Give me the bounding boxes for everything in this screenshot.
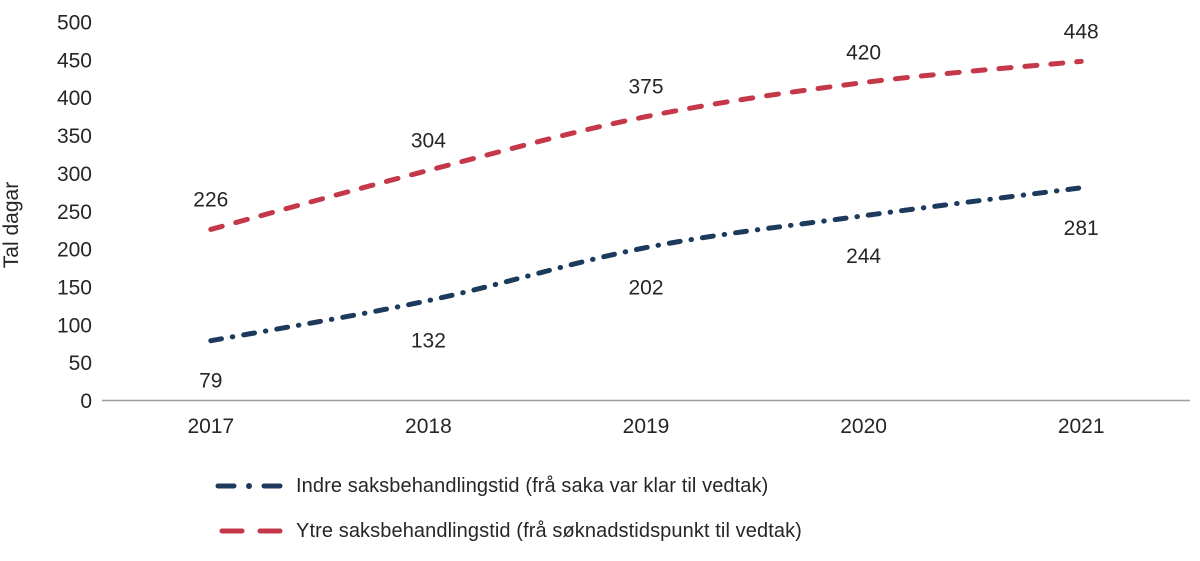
y-tick-label: 200 [57,239,92,262]
y-tick-label: 150 [57,276,92,299]
y-axis-title: Tal dagar [0,182,23,268]
legend-item-indre: Indre saksbehandlingstid (frå saka var k… [215,474,802,498]
y-tick-label: 300 [57,163,92,186]
data-label: 375 [628,76,663,99]
x-tick-label: 2019 [623,415,670,438]
y-tick-label: 500 [57,12,92,35]
data-label: 244 [846,245,881,268]
x-tick-label: 2020 [840,415,887,438]
y-tick-label: 400 [57,87,92,110]
data-label: 304 [411,129,446,152]
series-line-1 [208,58,1084,232]
series-line-0 [208,185,1084,344]
legend-dash-dot-line-sample [215,483,283,489]
legend-dash-line-sample [219,528,283,534]
data-label: 420 [846,42,881,65]
legend-label-ytre: Ytre saksbehandlingstid (frå søknadstids… [296,519,802,542]
data-point-labels: 79 132 202 244 281 226 304 375 420 448 [193,20,1098,392]
data-label: 448 [1064,20,1099,43]
legend-item-ytre: Ytre saksbehandlingstid (frå søknadstids… [215,519,802,543]
legend-label-indre: Indre saksbehandlingstid (frå saka var k… [296,474,769,497]
data-label: 79 [199,370,222,393]
y-tick-label: 250 [57,201,92,224]
series-lines [208,58,1084,344]
y-tick-label: 0 [80,390,92,413]
x-tick-label: 2018 [405,415,452,438]
y-tick-label: 450 [57,49,92,72]
data-label: 281 [1064,217,1099,240]
x-tick-label: 2017 [187,415,234,438]
x-axis-tick-labels: 2017 2018 2019 2020 2021 [187,415,1104,438]
y-tick-label: 50 [69,352,92,375]
y-tick-label: 350 [57,125,92,148]
y-axis-tick-labels: 0 50 100 150 200 250 300 350 400 450 500 [57,12,92,414]
legend: Indre saksbehandlingstid (frå saka var k… [215,474,802,561]
y-tick-label: 100 [57,314,92,337]
data-label: 132 [411,330,446,353]
data-label: 202 [628,277,663,300]
data-label: 226 [193,188,228,211]
x-tick-label: 2021 [1058,415,1105,438]
